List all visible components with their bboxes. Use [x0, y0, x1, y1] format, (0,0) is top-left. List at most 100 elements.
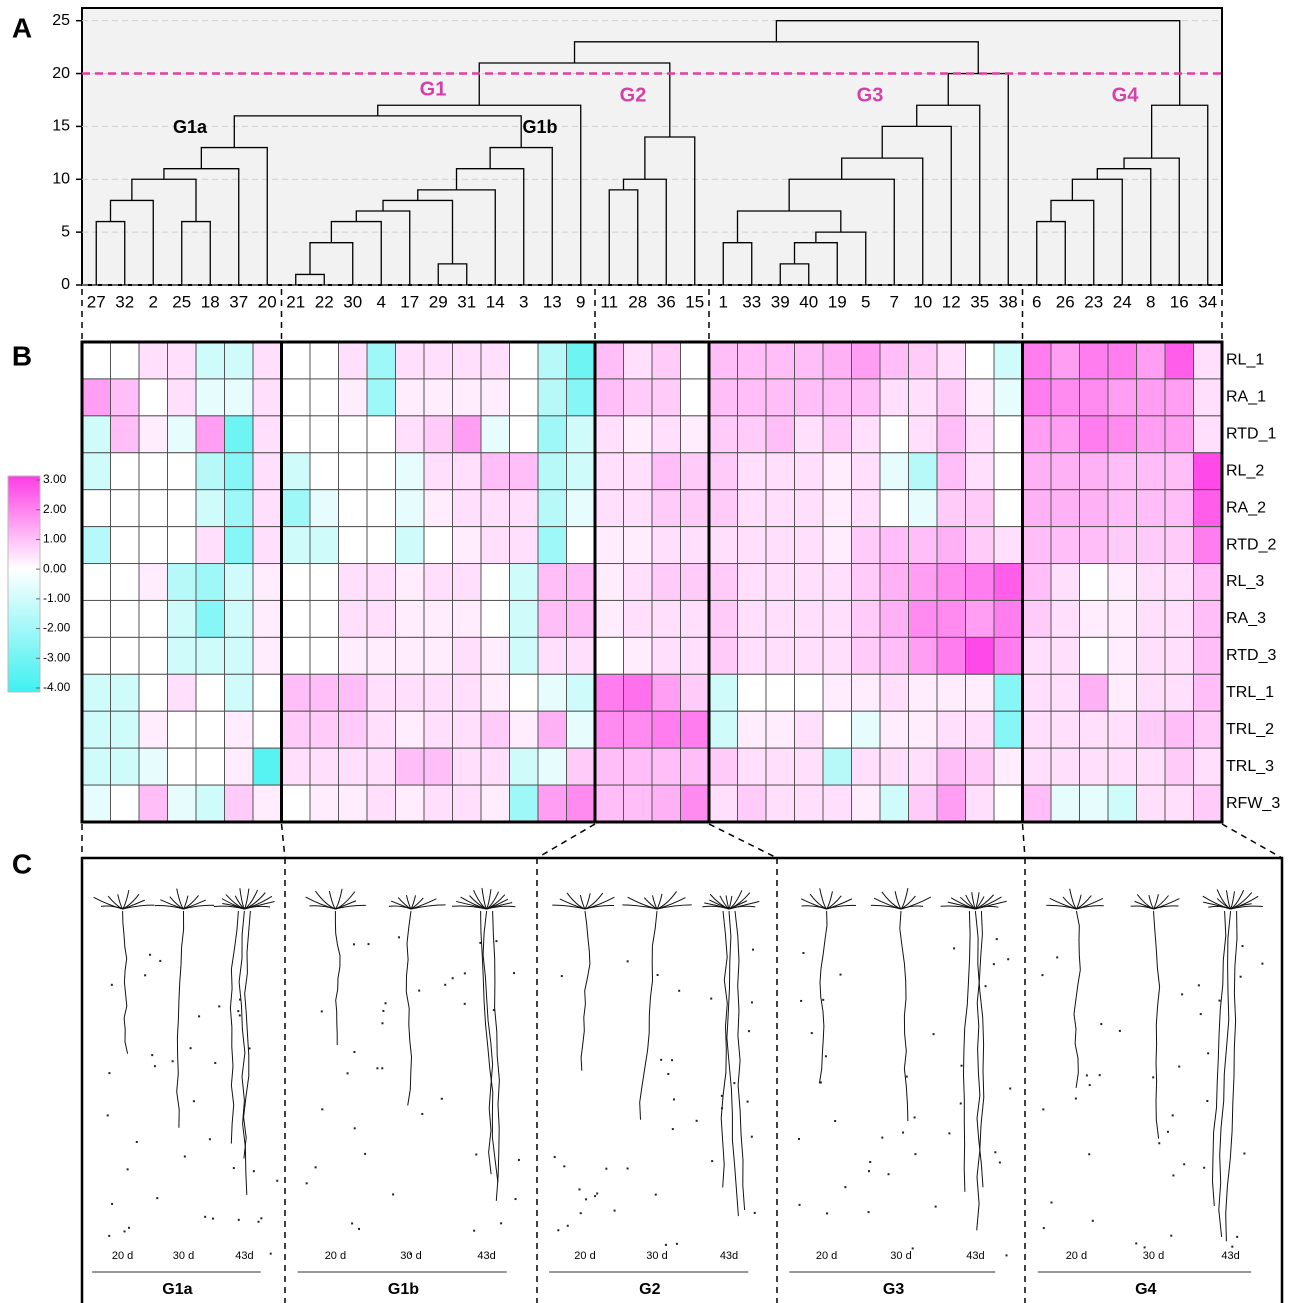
leaf-label: 5	[861, 292, 870, 311]
soil-dot	[353, 943, 355, 945]
heatmap-cell	[652, 674, 681, 711]
heatmap-cell	[624, 527, 653, 564]
heatmap-cell	[624, 342, 653, 379]
soil-dot	[1207, 1052, 1209, 1054]
heatmap-cell	[310, 379, 339, 416]
heatmap-cell	[1108, 379, 1137, 416]
heatmap-cell	[196, 711, 225, 748]
heatmap-cell	[139, 342, 168, 379]
heatmap-cell	[282, 453, 311, 490]
heatmap-cell	[795, 527, 824, 564]
heatmap-cell	[795, 416, 824, 453]
heatmap-cell	[367, 564, 396, 601]
heatmap-cell	[1194, 600, 1223, 637]
soil-dot	[172, 1060, 174, 1062]
heatmap-cell	[1137, 379, 1166, 416]
colorbar-tick-label: -2.00	[43, 621, 71, 635]
heatmap-cell	[453, 453, 482, 490]
soil-dot	[671, 1059, 673, 1061]
leaf-label: 20	[258, 292, 277, 311]
heatmap-cell	[538, 379, 567, 416]
soil-dot	[811, 1032, 813, 1034]
soil-dot	[237, 1010, 239, 1012]
heatmap-cell	[937, 674, 966, 711]
heatmap-cell	[1137, 342, 1166, 379]
heatmap-cell	[823, 416, 852, 453]
heatmap-cell	[225, 785, 254, 822]
heatmap-cell	[424, 527, 453, 564]
y-tick-label: 5	[61, 223, 70, 240]
heatmap-cell	[1165, 600, 1194, 637]
heatmap-cell	[652, 785, 681, 822]
heatmap-cell	[453, 342, 482, 379]
heatmap-cell	[852, 564, 881, 601]
heatmap-cell	[168, 674, 197, 711]
heatmap-cell	[139, 674, 168, 711]
group-label: G1a	[162, 1281, 192, 1298]
soil-dot	[627, 960, 629, 962]
group-label: G1b	[388, 1281, 419, 1298]
heatmap-cell	[367, 637, 396, 674]
soil-dot	[1172, 1174, 1174, 1176]
heatmap-cell	[225, 711, 254, 748]
heatmap-cell	[253, 564, 282, 601]
soil-dot	[800, 1000, 802, 1002]
leaf-label: 16	[1170, 292, 1189, 311]
heatmap-cell	[424, 342, 453, 379]
heatmap-cell	[538, 674, 567, 711]
soil-dot	[914, 1116, 916, 1118]
heatmap-cell	[966, 711, 995, 748]
soil-dot	[306, 1182, 308, 1184]
soil-dot	[1042, 1108, 1044, 1110]
connector	[537, 824, 595, 858]
soil-dot	[751, 1001, 753, 1003]
heatmap-cell	[510, 564, 539, 601]
heatmap-cell	[510, 453, 539, 490]
heatmap-cell	[396, 674, 425, 711]
heatmap-cell	[994, 379, 1023, 416]
heatmap-cell	[624, 748, 653, 785]
heatmap-cell	[225, 637, 254, 674]
heatmap-cell	[282, 564, 311, 601]
heatmap-cell	[595, 637, 624, 674]
heatmap-cell	[1165, 674, 1194, 711]
soil-dot	[1152, 1076, 1154, 1078]
root-sketch	[727, 911, 739, 1216]
heatmap-cell	[738, 600, 767, 637]
heatmap-cell	[453, 490, 482, 527]
heatmap-cell	[253, 379, 282, 416]
soil-dot	[868, 1211, 870, 1213]
heatmap-cell	[937, 490, 966, 527]
heatmap-cell	[1194, 637, 1223, 674]
heatmap-cell	[966, 527, 995, 564]
soil-dot	[108, 1235, 110, 1237]
heatmap-cell	[880, 379, 909, 416]
heatmap-cell	[1080, 379, 1109, 416]
soil-dot	[678, 990, 680, 992]
row-label: RA_2	[1226, 499, 1266, 516]
soil-dot	[144, 974, 146, 976]
soil-dot	[960, 1102, 962, 1104]
soil-dot	[392, 1193, 394, 1195]
heatmap-cell	[994, 785, 1023, 822]
day-label: 43d	[235, 1250, 253, 1262]
subcluster-label: G1a	[173, 117, 208, 137]
heatmap-cell	[111, 453, 140, 490]
heatmap-cell	[1165, 342, 1194, 379]
heatmap-cell	[709, 711, 738, 748]
leaf-label: 40	[799, 292, 818, 311]
heatmap-cell	[567, 416, 596, 453]
heatmap-cell	[795, 453, 824, 490]
heatmap-cell	[966, 637, 995, 674]
heatmap-cell	[852, 711, 881, 748]
root-sketch	[230, 911, 238, 1144]
soil-dot	[473, 1230, 475, 1232]
heatmap-cell	[139, 748, 168, 785]
heatmap-cell	[310, 674, 339, 711]
heatmap-cell	[1194, 785, 1223, 822]
heatmap-cell	[310, 342, 339, 379]
day-label: 30 d	[400, 1250, 421, 1262]
soil-dot	[888, 1173, 890, 1175]
heatmap-cell	[481, 379, 510, 416]
heatmap-cell	[937, 342, 966, 379]
